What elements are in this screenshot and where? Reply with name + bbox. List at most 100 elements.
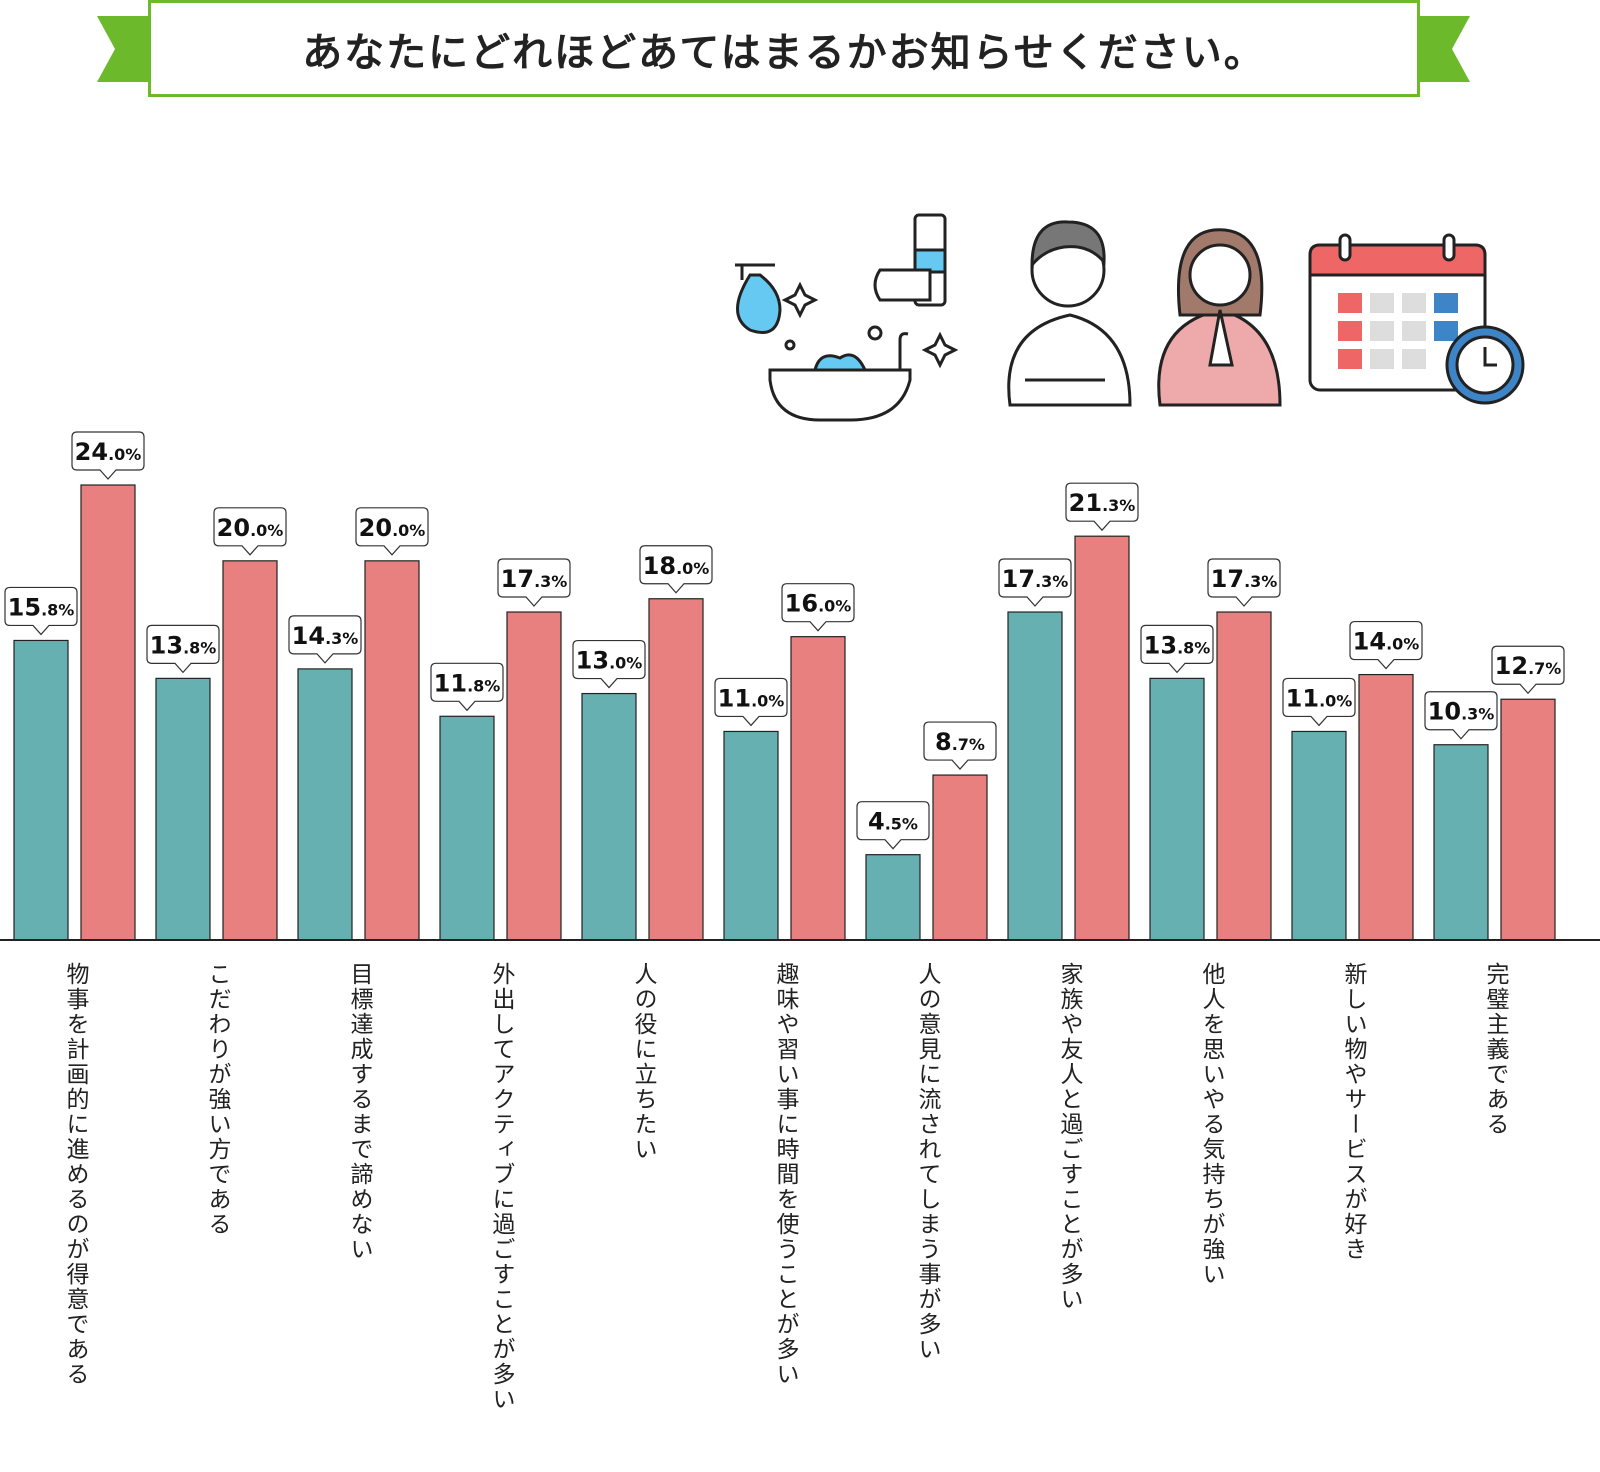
bar-b-5: [790, 636, 846, 941]
data-label-text: 20.0%: [359, 514, 426, 542]
data-label-callout: [998, 558, 1072, 607]
man-icon: [1007, 220, 1132, 407]
data-label-callout: [572, 639, 646, 689]
data-label-text: 17.3%: [1002, 565, 1069, 593]
bar-a-1: [155, 677, 211, 941]
data-label-text: 21.3%: [1069, 489, 1136, 517]
data-label-text: 17.3%: [1211, 565, 1278, 593]
data-label-callout: [71, 431, 145, 480]
bar-b-7: [1074, 535, 1130, 941]
data-label-callout: [639, 545, 713, 594]
data-label: 14.3%: [288, 615, 362, 664]
data-label: 17.3%: [1207, 558, 1281, 607]
data-label-callout: [1349, 620, 1423, 670]
bar-a-3: [439, 715, 495, 941]
bar-b-1: [222, 560, 278, 941]
data-label-callout: [497, 558, 571, 607]
bar-b-10: [1500, 698, 1556, 941]
data-label-text: 11.0%: [718, 684, 785, 712]
data-label-text: 14.0%: [1353, 628, 1420, 656]
data-label-text: 12.7%: [1495, 652, 1562, 680]
calendar-clock-icon: [1308, 233, 1525, 405]
data-label-text: 4.5%: [868, 808, 918, 836]
data-label-callout: [1282, 677, 1356, 727]
bar-b-9: [1358, 673, 1414, 941]
bar-a-0: [13, 639, 69, 941]
data-label-text: 11.0%: [1286, 684, 1353, 712]
data-label-text: 15.8%: [8, 593, 75, 621]
data-label: 18.0%: [639, 545, 713, 594]
bar-b-2: [364, 560, 420, 941]
data-label-callout: [288, 615, 362, 664]
category-label: 人の役に立ちたい: [630, 962, 656, 1162]
data-label-callout: [355, 507, 429, 556]
category-label: 他人を思いやる気持ちが強い: [1198, 962, 1224, 1287]
data-label: 16.0%: [781, 583, 855, 632]
category-label: 物事を計画的に進めるのが得意である: [62, 962, 88, 1387]
data-label: 4.5%: [856, 801, 930, 850]
data-label-text: 13.8%: [150, 631, 217, 659]
bar-a-10: [1433, 744, 1489, 941]
chart-title: あなたにどれほどあてはまるかお知らせください。: [148, 0, 1420, 97]
data-label-callout: [213, 507, 287, 556]
data-label: 11.8%: [430, 662, 504, 712]
data-label-callout: [1424, 691, 1498, 740]
bar-b-3: [506, 611, 562, 941]
bar-a-6: [865, 854, 921, 941]
bar-a-7: [1007, 611, 1063, 941]
bar-b-0: [80, 484, 136, 941]
data-label-callout: [1207, 558, 1281, 607]
data-label-text: 17.3%: [501, 565, 568, 593]
data-label-text: 24.0%: [75, 438, 142, 466]
data-label: 17.3%: [998, 558, 1072, 607]
data-label-text: 13.8%: [1144, 631, 1211, 659]
data-label: 10.3%: [1424, 691, 1498, 740]
data-label-callout: [781, 583, 855, 632]
illustrations: [735, 213, 1525, 422]
data-label-callout: [146, 624, 220, 674]
data-label-text: 11.8%: [434, 669, 501, 697]
bar-a-2: [297, 668, 353, 941]
data-label-text: 13.0%: [576, 647, 643, 675]
bar-a-4: [581, 692, 637, 941]
data-label: 17.3%: [497, 558, 571, 607]
data-label: 13.0%: [572, 639, 646, 689]
data-label-callout: [430, 662, 504, 712]
data-label: 24.0%: [71, 431, 145, 480]
category-label: 新しい物やサービスが好き: [1340, 962, 1366, 1262]
data-label: 14.0%: [1349, 620, 1423, 670]
bar-a-5: [723, 730, 779, 941]
category-label: 趣味や習い事に時間を使うことが多い: [772, 962, 798, 1387]
category-label: 人の意見に流されてしまう事が多い: [914, 962, 940, 1362]
data-label-text: 20.0%: [217, 514, 284, 542]
data-label-callout: [714, 677, 788, 727]
data-label-callout: [1140, 624, 1214, 674]
data-label-callout: [1491, 645, 1565, 695]
data-label-callout: [1065, 482, 1139, 532]
category-label: 家族や友人と過ごすことが多い: [1056, 962, 1082, 1312]
data-label-callout: [923, 721, 997, 770]
category-label: こだわりが強い方である: [204, 962, 230, 1237]
data-label-text: 8.7%: [935, 728, 985, 756]
category-label: 目標達成するまで諦めない: [346, 962, 372, 1262]
data-label: 21.3%: [1065, 482, 1139, 532]
category-label: 完璧主義である: [1482, 962, 1508, 1137]
category-label: 外出してアクティブに過ごすことが多い: [488, 962, 514, 1412]
data-label: 20.0%: [355, 507, 429, 556]
data-label: 8.7%: [923, 721, 997, 770]
bar-a-8: [1149, 677, 1205, 941]
data-label: 11.0%: [1282, 677, 1356, 727]
bar-b-4: [648, 598, 704, 941]
data-label-text: 16.0%: [785, 590, 852, 618]
bar-b-6: [932, 774, 988, 941]
data-label-callout: [4, 586, 78, 636]
bar-a-9: [1291, 730, 1347, 941]
data-label: 20.0%: [213, 507, 287, 556]
data-label: 13.8%: [1140, 624, 1214, 674]
data-label-callout: [856, 801, 930, 850]
data-label: 13.8%: [146, 624, 220, 674]
data-label: 15.8%: [4, 586, 78, 636]
data-label: 12.7%: [1491, 645, 1565, 695]
